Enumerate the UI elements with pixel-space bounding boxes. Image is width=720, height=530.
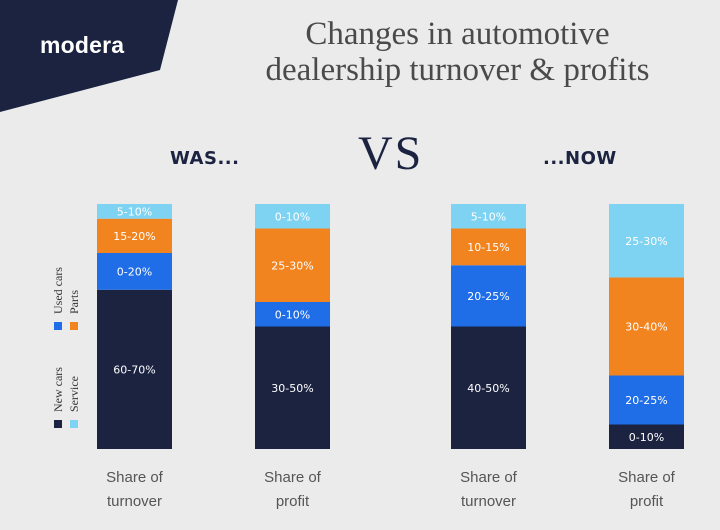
bar-3-segment-parts: [451, 228, 526, 266]
bar-2-caption-line-1: Share of: [264, 469, 322, 486]
bar-4-segment-new_cars: [609, 424, 684, 449]
bar-1-segment-new_cars: [97, 289, 172, 449]
bar-2-caption-line-2: profit: [276, 493, 310, 510]
bar-2-label-service: 0-10%: [275, 210, 310, 223]
bar-4-segment-service: [609, 204, 684, 278]
bar-3-label-parts: 10-15%: [467, 241, 509, 254]
bar-3-segment-used_cars: [451, 265, 526, 327]
bar-1-caption-line-1: Share of: [106, 469, 164, 486]
brand-banner-shape: [0, 0, 178, 112]
brand-header: modera: [0, 0, 180, 112]
bar-1-segment-parts: [97, 218, 172, 253]
bar-1-segment-used_cars: [97, 253, 172, 290]
legend-label-new_cars: New cars: [51, 367, 65, 412]
bar-4-caption-line-2: profit: [630, 493, 664, 510]
bar-4-label-parts: 30-40%: [625, 321, 667, 334]
legend-swatch-parts: [70, 322, 78, 330]
bar-4-segment-used_cars: [609, 375, 684, 425]
was-heading: WAS...: [170, 148, 240, 169]
bar-4-label-new_cars: 0-10%: [629, 431, 664, 444]
bar-4-caption-line-1: Share of: [618, 469, 676, 486]
bar-4-segment-parts: [609, 277, 684, 376]
bar-2-segment-new_cars: [255, 326, 330, 449]
title-line-2: dealership turnover & profits: [265, 52, 650, 88]
bar-3-label-service: 5-10%: [471, 210, 506, 223]
bar-3-label-used_cars: 20-25%: [467, 290, 509, 303]
bar-1-caption-line-2: turnover: [107, 493, 162, 510]
bar-2-label-used_cars: 0-10%: [275, 308, 310, 321]
vs-heading: VS: [358, 127, 424, 180]
legend-swatch-used_cars: [54, 322, 62, 330]
bar-1-label-used_cars: 0-20%: [117, 265, 152, 278]
legend-label-service: Service: [67, 376, 81, 412]
bar-2-segment-parts: [255, 228, 330, 302]
bar-2-label-new_cars: 30-50%: [271, 382, 313, 395]
now-heading: ...NOW: [543, 148, 617, 169]
bar-3-label-new_cars: 40-50%: [467, 382, 509, 395]
bar-3-caption-line-1: Share of: [460, 469, 518, 486]
legend-label-parts: Parts: [67, 290, 81, 314]
bar-2-label-parts: 25-30%: [271, 259, 313, 272]
bar-2-segment-used_cars: [255, 302, 330, 327]
legend-label-used_cars: Used cars: [51, 267, 65, 314]
bar-1-label-service: 5-10%: [117, 205, 152, 218]
bar-3-segment-new_cars: [451, 326, 526, 449]
brand-logo: modera: [40, 32, 125, 58]
bar-1-segment-service: [97, 204, 172, 219]
bar-1-label-parts: 15-20%: [113, 230, 155, 243]
bar-4-label-service: 25-30%: [625, 235, 667, 248]
bar-3-segment-service: [451, 204, 526, 229]
legend-swatch-new_cars: [54, 420, 62, 428]
chart-title: Changes in automotive dealership turnove…: [205, 16, 710, 88]
bar-4-label-used_cars: 20-25%: [625, 394, 667, 407]
bar-3-caption-line-2: turnover: [461, 493, 516, 510]
legend-swatch-service: [70, 420, 78, 428]
title-line-1: Changes in automotive: [305, 16, 610, 52]
bar-1-label-new_cars: 60-70%: [113, 363, 155, 376]
bar-2-segment-service: [255, 204, 330, 229]
